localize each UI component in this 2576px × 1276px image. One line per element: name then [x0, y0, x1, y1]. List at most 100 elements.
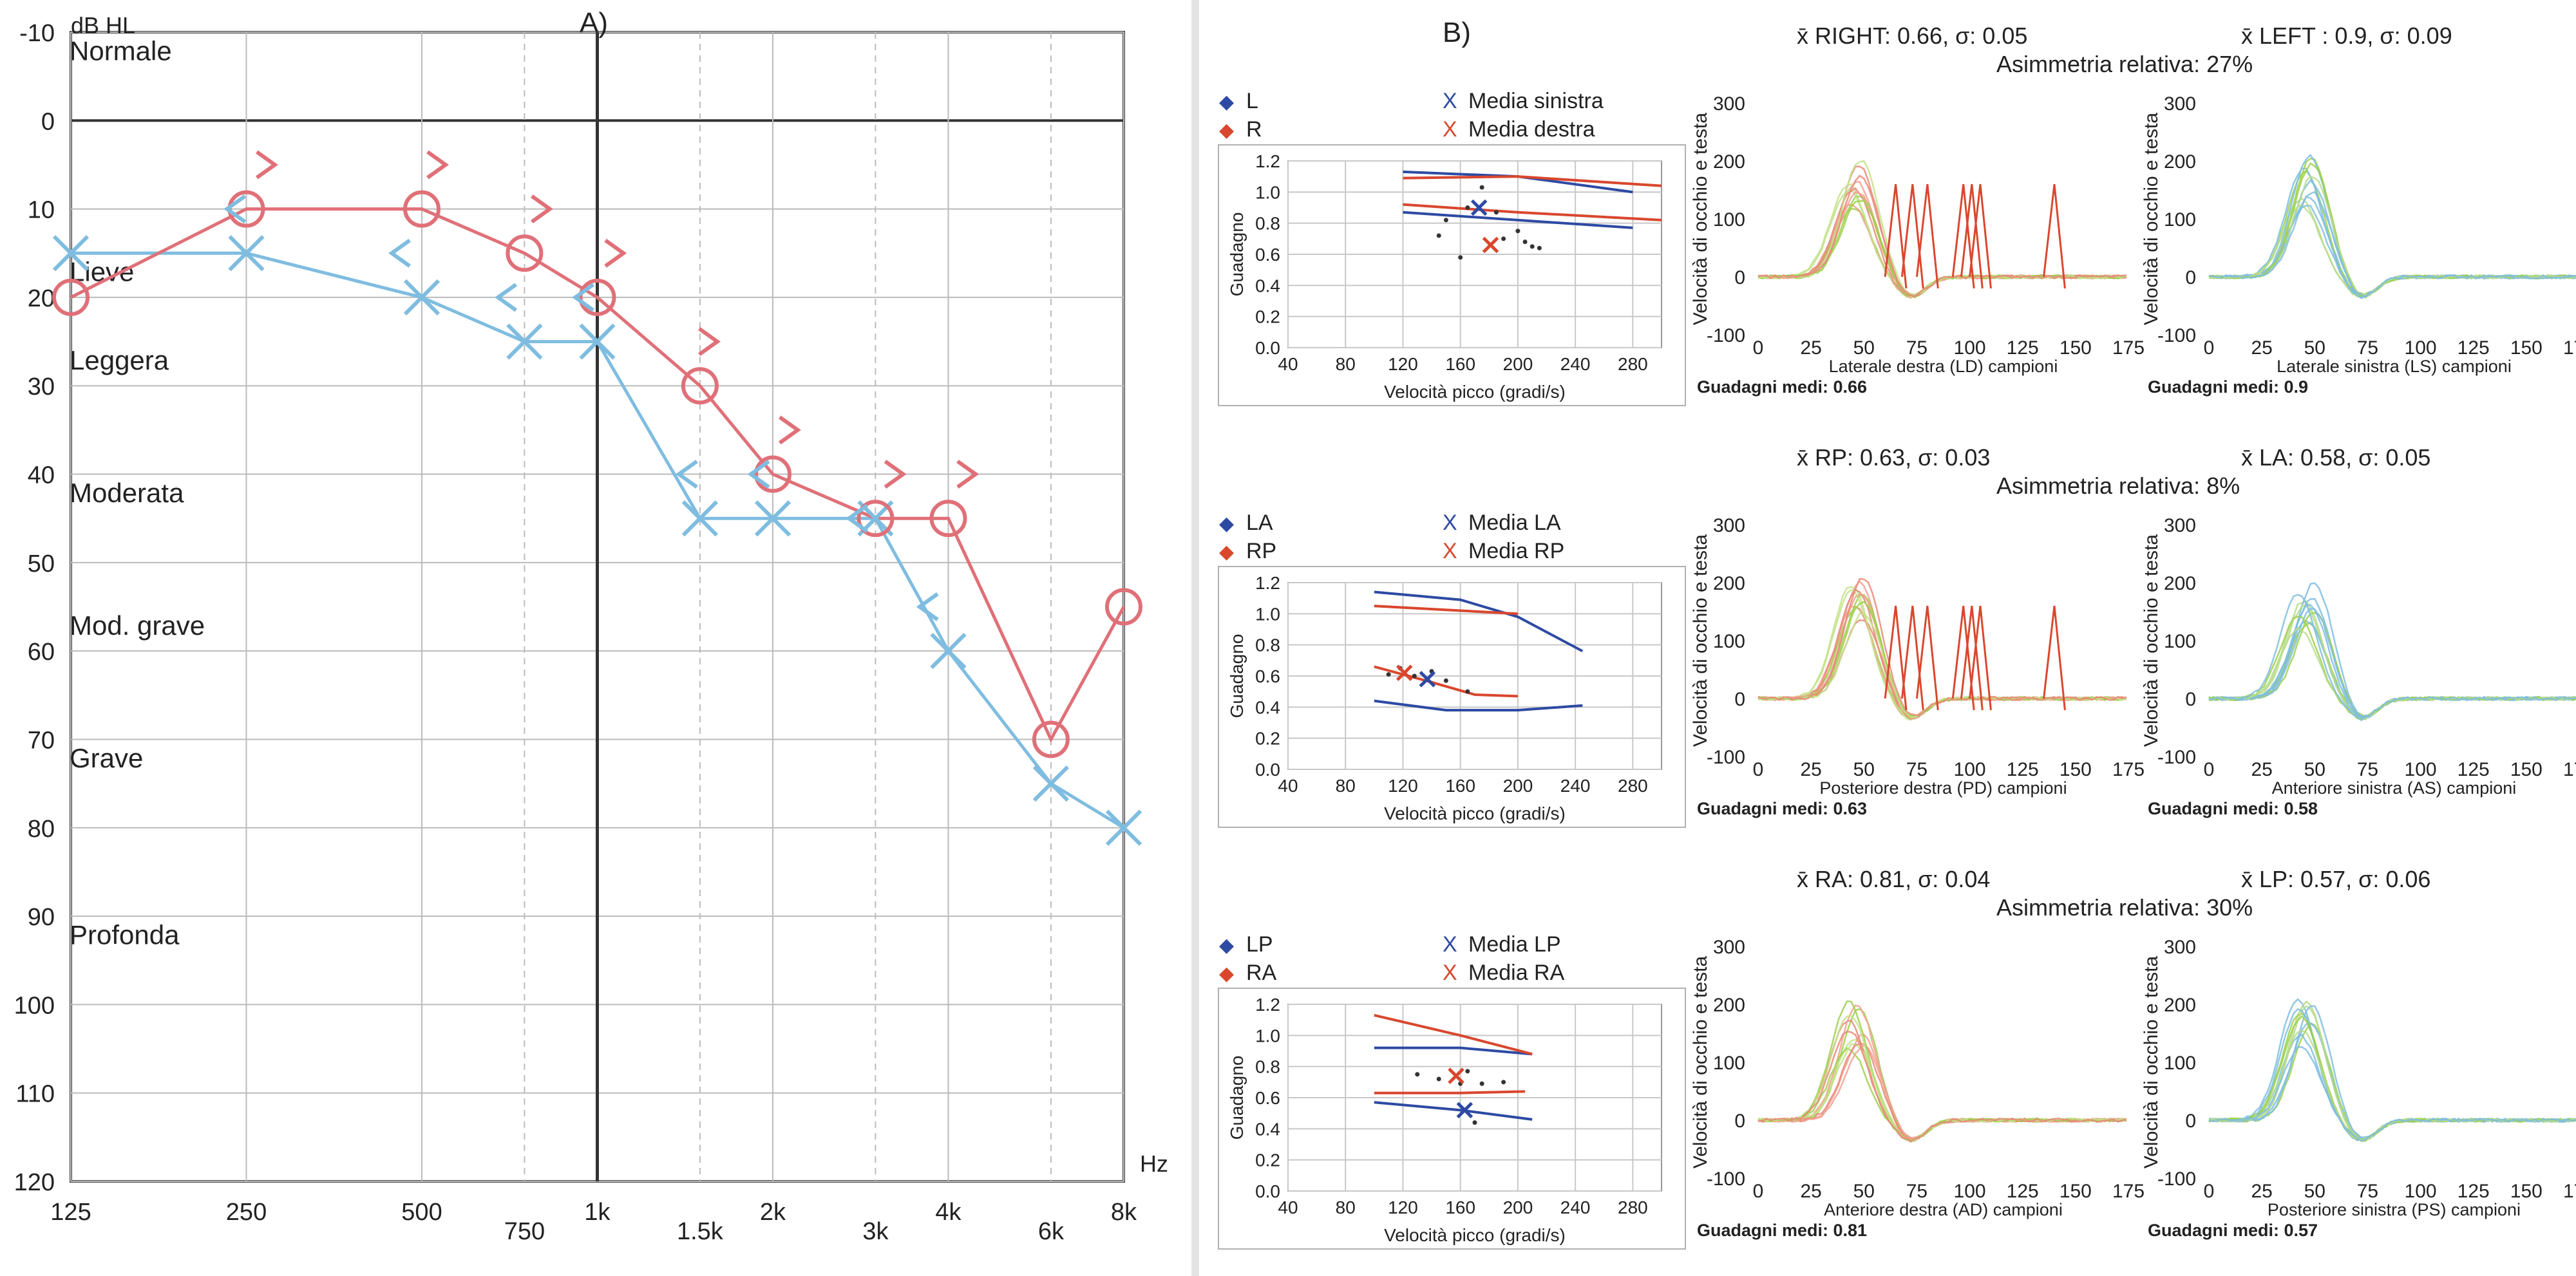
gain-scatter-point — [1436, 233, 1441, 238]
velocity-x-tick: 0 — [1753, 759, 1764, 780]
vhit-header-left: x̄ RIGHT: 0.66, σ: 0.05 — [1797, 23, 2027, 49]
gain-x-tick: 280 — [1618, 776, 1648, 796]
saccade-trace — [1915, 605, 1939, 711]
right-bone-marker — [779, 415, 801, 445]
audiogram-x-tick: 125 — [50, 1199, 91, 1226]
legend-label-1: LA — [1246, 511, 1273, 535]
gain-xlabel: Velocità picco (gradi/s) — [1384, 382, 1566, 402]
legend-label-4: Media destra — [1468, 117, 1595, 142]
velocity-y-tick: 300 — [1713, 937, 1745, 958]
velocity-x-tick: 125 — [2007, 759, 2039, 780]
velocity-trace — [1757, 612, 2127, 718]
gain-y-tick: 0.4 — [1255, 276, 1280, 296]
saccade-trace — [1884, 183, 1908, 289]
gain-scatter-point — [1465, 689, 1470, 694]
velocity-x-tick: 25 — [2251, 1181, 2272, 1202]
audiogram-y-tick: 60 — [28, 639, 55, 666]
velocity-xlabel: Anteriore destra (AD) campioni — [1824, 1200, 2063, 1219]
velocity-x-tick: 50 — [1853, 337, 1875, 359]
right-air-o-marker — [929, 500, 967, 538]
gain-scatter-point — [1386, 672, 1391, 677]
gain-mean-blue — [1456, 1102, 1473, 1119]
velocity-x-tick: 25 — [1800, 759, 1821, 780]
right-bone-marker — [426, 150, 450, 180]
gain-plot-box — [1218, 566, 1686, 828]
velocity-footer: Guadagni medi: 0.66 — [1697, 377, 1867, 397]
gain-y-tick: 0.6 — [1255, 666, 1280, 686]
velocity-x-tick: 125 — [2458, 759, 2490, 780]
velocity-y-tick: 100 — [1713, 631, 1745, 652]
vhit-header-right: x̄ LEFT : 0.9, σ: 0.09 — [2241, 23, 2452, 49]
velocity-ylabel: Velocità di occhio e testa — [1690, 534, 1711, 747]
velocity-x-tick: 50 — [1853, 759, 1875, 780]
velocity-x-tick: 150 — [2510, 1181, 2543, 1202]
gain-x-tick: 40 — [1278, 1197, 1298, 1217]
legend-label-2: R — [1246, 117, 1262, 142]
velocity-x-tick: 50 — [1853, 1181, 1875, 1202]
vhit-asymmetry: Asimmetria relativa: 30% — [1996, 894, 2253, 921]
legend-label-2: RA — [1246, 961, 1277, 985]
right-bone-marker — [256, 150, 278, 180]
audiogram-x-tick: 8k — [1111, 1199, 1137, 1226]
velocity-x-tick: 0 — [2204, 759, 2215, 780]
audiogram-x-tick: 500 — [401, 1199, 442, 1226]
gain-range-line — [1374, 1046, 1533, 1056]
audiogram-category-label: Profonda — [70, 920, 180, 950]
audiogram-y-tick: 40 — [28, 462, 55, 489]
velocity-y-tick: -100 — [2157, 1168, 2196, 1190]
legend-x-blue: X — [1443, 932, 1457, 957]
left-bone-marker — [747, 460, 770, 489]
velocity-x-tick: 100 — [1954, 337, 1986, 359]
audiogram-y-tick: 110 — [15, 1081, 55, 1108]
gain-range-line — [1403, 203, 1662, 221]
vhit-asymmetry: Asimmetria relativa: 8% — [1996, 473, 2240, 499]
velocity-x-tick: 50 — [2304, 1181, 2325, 1202]
velocity-x-tick: 125 — [2007, 337, 2039, 359]
velocity-y-tick: 300 — [1713, 93, 1745, 115]
gain-y-tick: 1.2 — [1255, 151, 1280, 171]
gain-y-tick: 1.0 — [1255, 182, 1280, 202]
right-air-o-marker — [403, 190, 440, 228]
velocity-x-tick: 0 — [1753, 1181, 1764, 1202]
velocity-ylabel: Velocità di occhio e testa — [2141, 113, 2162, 326]
velocity-x-tick: 175 — [2112, 759, 2145, 780]
legend-x-blue: X — [1443, 89, 1457, 113]
audiogram-x-tick: 6k — [1038, 1218, 1065, 1245]
gain-scatter-point — [1443, 218, 1448, 223]
velocity-y-tick: 0 — [1734, 689, 1745, 710]
velocity-x-tick: 25 — [1800, 1181, 1821, 1202]
saccade-trace — [1960, 605, 1984, 711]
velocity-y-tick: 0 — [2185, 1111, 2196, 1132]
audiogram-x-tick: 3k — [862, 1218, 889, 1245]
velocity-ylabel: Velocità di occhio e testa — [1690, 956, 1711, 1169]
left-air-x-marker — [403, 279, 440, 316]
saccade-trace — [1915, 183, 1939, 289]
velocity-x-tick: 75 — [2357, 1181, 2378, 1202]
left-bone-marker — [916, 592, 939, 621]
gain-range-line — [1374, 1101, 1533, 1121]
velocity-y-tick: 300 — [1713, 515, 1745, 536]
audiogram-category-label: Leggera — [70, 345, 169, 375]
gain-y-tick: 1.0 — [1255, 604, 1280, 624]
velocity-x-tick: 175 — [2563, 759, 2576, 780]
velocity-footer: Guadagni medi: 0.58 — [2148, 799, 2318, 818]
velocity-trace — [1757, 1030, 2127, 1143]
velocity-x-tick: 100 — [1954, 759, 1986, 780]
velocity-y-tick: 100 — [1713, 209, 1745, 230]
gain-y-tick: 0.4 — [1255, 697, 1280, 717]
gain-mean-red — [1396, 664, 1413, 681]
saccade-trace — [2043, 183, 2066, 289]
left-air-x-marker — [930, 633, 967, 670]
velocity-y-tick: -100 — [1707, 325, 1745, 346]
right-air-o-marker — [506, 234, 544, 272]
gain-mean-red — [1448, 1067, 1464, 1084]
saccade-trace — [1951, 605, 1975, 711]
right-air-o-marker — [1105, 588, 1142, 626]
velocity-footer: Guadagni medi: 0.81 — [1697, 1221, 1867, 1240]
audiogram-x-tick: 1k — [584, 1199, 611, 1226]
audiogram-panel: -10 0 10 20 30 40 50 60 70 80 90 100 110 120 125 250 500… — [14, 7, 1168, 1245]
velocity-y-tick: -100 — [2157, 325, 2196, 346]
velocity-y-tick: 200 — [2164, 995, 2196, 1016]
left-air-x-marker — [1105, 809, 1142, 846]
